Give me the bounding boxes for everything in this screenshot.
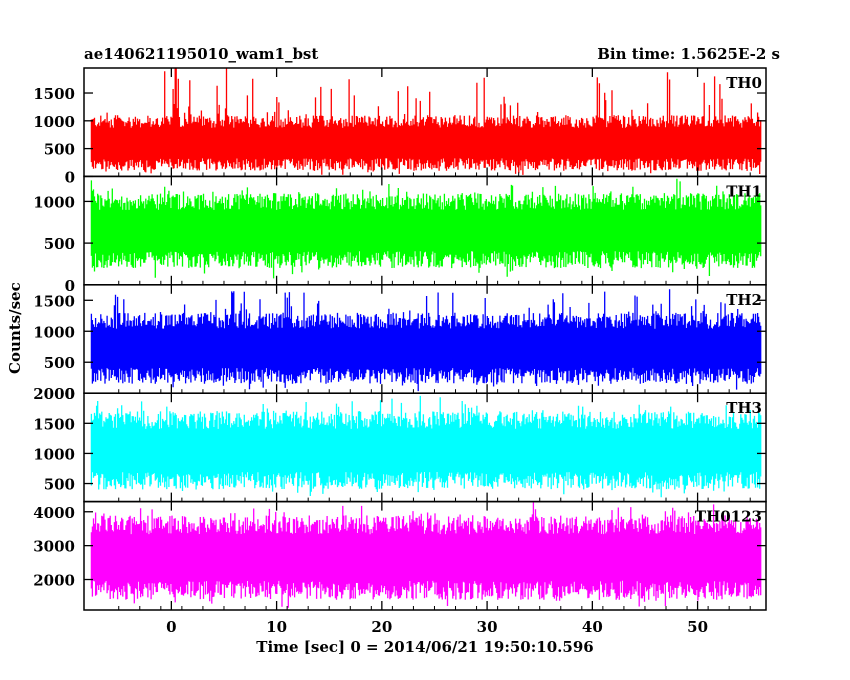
panel-frame-th0123 — [83, 500, 767, 611]
series-th2 — [90, 289, 762, 392]
y-tick-label: 1500 — [33, 85, 75, 103]
x-tick-label: 50 — [687, 618, 708, 636]
y-tick-label: 1000 — [33, 193, 75, 211]
panel-label-th3: TH3 — [726, 399, 762, 417]
y-tick-label: 1500 — [33, 292, 75, 310]
y-tick-label: 1000 — [33, 445, 75, 463]
y-tick-label: 1000 — [33, 113, 75, 131]
y-tick-label: 500 — [44, 476, 75, 494]
series-th3 — [90, 395, 762, 498]
bin-time-label: Bin time: 1.5625E-2 s — [597, 45, 780, 63]
series-th0 — [90, 68, 762, 175]
x-tick-label: 30 — [477, 618, 498, 636]
panel-label-th1: TH1 — [726, 182, 762, 200]
y-axis-label: Counts/sec — [6, 282, 24, 374]
x-tick-label: 40 — [582, 618, 603, 636]
y-tick-label: 3000 — [33, 538, 75, 556]
y-tick-label: 0 — [65, 168, 75, 186]
y-tick-label: 500 — [44, 235, 75, 253]
panel-label-th0: TH0 — [726, 74, 762, 92]
y-tick-label: 4000 — [33, 504, 75, 522]
series-th0123 — [90, 502, 762, 608]
y-tick-label: 1500 — [33, 415, 75, 433]
y-tick-label: 0 — [65, 385, 75, 403]
chart-title: ae140621195010_wam1_bst — [84, 45, 319, 63]
x-tick-label: 10 — [266, 618, 287, 636]
y-tick-label: 500 — [44, 354, 75, 372]
x-tick-label: 0 — [166, 618, 176, 636]
y-tick-label: 2000 — [33, 572, 75, 590]
y-tick-label: 1000 — [33, 323, 75, 341]
x-tick-label: 20 — [371, 618, 392, 636]
y-tick-label: 0 — [65, 277, 75, 295]
panel-label-th2: TH2 — [726, 291, 762, 309]
x-axis-label: Time [sec] 0 = 2014/06/21 19:50:10.596 — [256, 638, 594, 656]
y-tick-label: 500 — [44, 141, 75, 159]
series-th1 — [90, 178, 762, 279]
y-tick-label: 2000 — [33, 385, 75, 403]
panel-label-th0123: TH0123 — [695, 508, 762, 526]
